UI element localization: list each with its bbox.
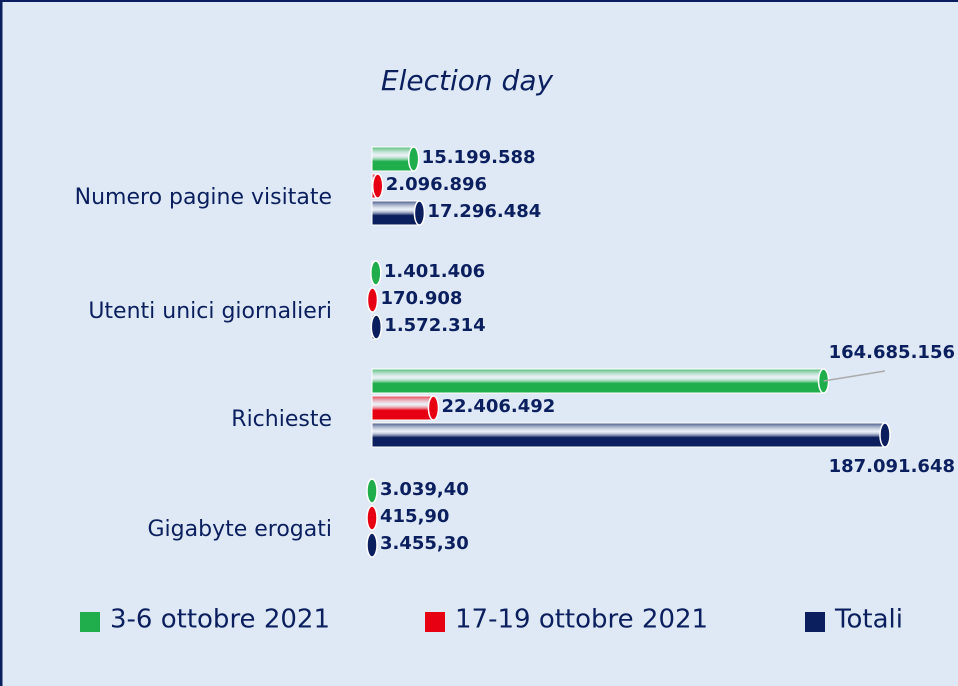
value-label: 1.401.406	[384, 261, 485, 282]
value-label: 415,90	[380, 506, 449, 527]
bar	[366, 532, 378, 558]
bar-cap	[427, 395, 440, 421]
category-label: Numero pagine visitate	[75, 185, 332, 210]
bar-cap	[366, 505, 378, 531]
value-label: 170.908	[380, 288, 462, 309]
bar-body	[371, 368, 825, 394]
bar	[366, 287, 379, 313]
legend-label: 3-6 ottobre 2021	[110, 605, 330, 635]
bar-cap	[879, 422, 891, 448]
bar-cap	[370, 260, 382, 286]
bar-cap	[366, 478, 378, 504]
leader-line	[823, 370, 886, 382]
bar	[366, 505, 378, 531]
bar	[371, 173, 384, 199]
bar	[371, 368, 830, 394]
legend-swatch	[425, 612, 445, 632]
chart-title: Election day	[381, 64, 554, 97]
value-label: 1.572.314	[384, 315, 485, 336]
bar-cap	[366, 287, 379, 313]
value-label: 2.096.896	[386, 174, 487, 195]
bar-cap	[366, 532, 378, 558]
legend-label: Totali	[834, 605, 903, 635]
bar	[371, 422, 891, 448]
category-label: Utenti unici giornalieri	[88, 299, 332, 324]
value-label: 164.685.156	[829, 342, 955, 363]
bar-cap	[370, 314, 383, 340]
category-label: Gigabyte erogati	[148, 517, 333, 542]
bar	[371, 146, 420, 172]
bar-body	[371, 200, 420, 226]
bar-body	[371, 146, 415, 172]
category-label: Richieste	[231, 407, 332, 432]
bar-cap	[407, 146, 420, 172]
legend-swatch	[80, 612, 100, 632]
bar-cap	[371, 173, 384, 199]
bar	[370, 314, 383, 340]
value-label: 15.199.588	[422, 147, 536, 168]
value-label: 22.406.492	[441, 396, 555, 417]
bar	[366, 478, 378, 504]
value-label: 17.296.484	[427, 201, 541, 222]
bar	[371, 395, 440, 421]
bar-body	[371, 422, 886, 448]
bar-body	[371, 395, 434, 421]
legend-swatch	[805, 612, 825, 632]
bar	[370, 260, 382, 286]
legend-label: 17-19 ottobre 2021	[455, 605, 708, 635]
value-label: 3.039,40	[380, 479, 469, 500]
value-label: 187.091.648	[829, 456, 955, 477]
bar	[371, 200, 426, 226]
bar-cap	[413, 200, 426, 226]
value-label: 3.455,30	[380, 533, 469, 554]
